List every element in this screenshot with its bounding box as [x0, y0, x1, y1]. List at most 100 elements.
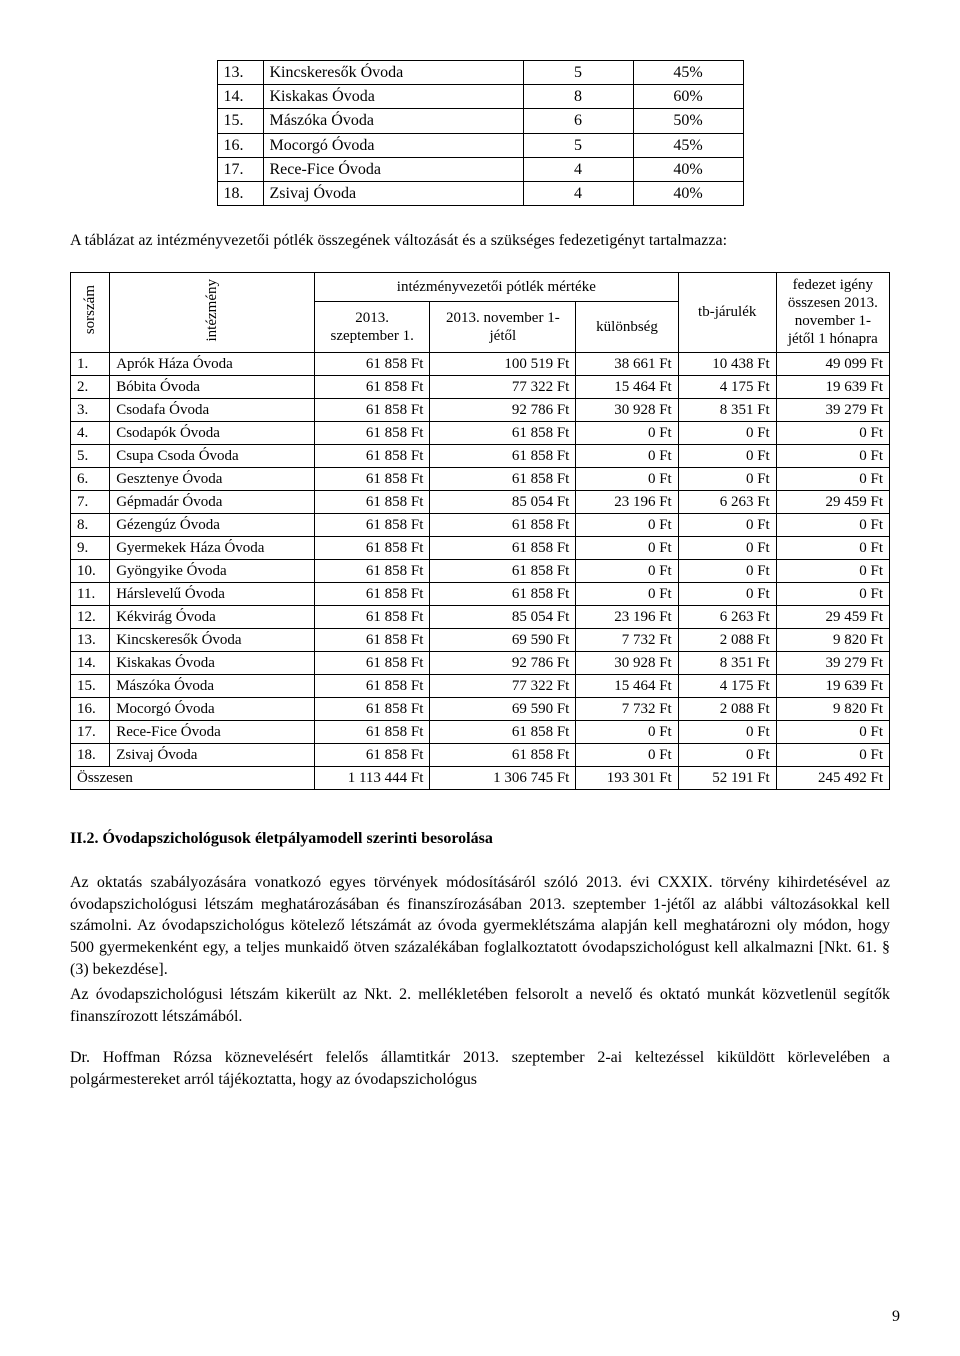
cell-c2: 61 858 Ft: [314, 698, 429, 721]
table-row: 14.Kiskakas Óvoda61 858 Ft92 786 Ft30 92…: [71, 652, 890, 675]
cell-c3: 61 858 Ft: [430, 721, 576, 744]
cell-a: 8: [523, 85, 633, 109]
cell-c4: 23 196 Ft: [576, 491, 678, 514]
table-row: 9.Gyermekek Háza Óvoda61 858 Ft61 858 Ft…: [71, 537, 890, 560]
cell-name: Rece-Fice Óvoda: [263, 157, 523, 181]
small-table-row: 15.Mászóka Óvoda650%: [217, 109, 743, 133]
cell-c5: 2 088 Ft: [678, 698, 776, 721]
cell-c4: 0 Ft: [576, 583, 678, 606]
cell-c6: 29 459 Ft: [776, 606, 889, 629]
cell-num: 5.: [71, 445, 110, 468]
cell-a: 6: [523, 109, 633, 133]
cell-name: Gesztenye Óvoda: [110, 468, 315, 491]
cell-name: Mocorgó Óvoda: [263, 133, 523, 157]
cell-num: 9.: [71, 537, 110, 560]
small-table-row: 18.Zsivaj Óvoda440%: [217, 181, 743, 205]
cell-num: 4.: [71, 422, 110, 445]
cell-c5: 0 Ft: [678, 560, 776, 583]
cell-c3: 61 858 Ft: [430, 560, 576, 583]
cell-c6: 19 639 Ft: [776, 675, 889, 698]
cell-num: 6.: [71, 468, 110, 491]
cell-b: 40%: [633, 157, 743, 181]
cell-c3: 77 322 Ft: [430, 675, 576, 698]
cell-name: Kincskeresők Óvoda: [110, 629, 315, 652]
cell-c2: 61 858 Ft: [314, 445, 429, 468]
cell-c5: 10 438 Ft: [678, 353, 776, 376]
cell-c4: 23 196 Ft: [576, 606, 678, 629]
cell-num: 15.: [71, 675, 110, 698]
cell-name: Kiskakas Óvoda: [263, 85, 523, 109]
cell-c3: 1 306 745 Ft: [430, 767, 576, 790]
cell-num: 2.: [71, 376, 110, 399]
cell-c2: 61 858 Ft: [314, 675, 429, 698]
col-intezmeny: intézmény: [110, 272, 315, 352]
table-row: 5.Csupa Csoda Óvoda61 858 Ft61 858 Ft0 F…: [71, 445, 890, 468]
cell-name: Kincskeresők Óvoda: [263, 61, 523, 85]
cell-c4: 38 661 Ft: [576, 353, 678, 376]
cell-c2: 61 858 Ft: [314, 399, 429, 422]
cell-c6: 19 639 Ft: [776, 376, 889, 399]
small-table: 13.Kincskeresők Óvoda545%14.Kiskakas Óvo…: [217, 60, 744, 206]
cell-c6: 9 820 Ft: [776, 629, 889, 652]
cell-c2: 61 858 Ft: [314, 468, 429, 491]
cell-c6: 0 Ft: [776, 422, 889, 445]
cell-b: 45%: [633, 61, 743, 85]
cell-c3: 100 519 Ft: [430, 353, 576, 376]
table-row: 7.Gépmadár Óvoda61 858 Ft85 054 Ft23 196…: [71, 491, 890, 514]
body-para-1: Az oktatás szabályozására vonatkozó egye…: [70, 872, 890, 980]
table-row: 10.Gyöngyike Óvoda61 858 Ft61 858 Ft0 Ft…: [71, 560, 890, 583]
table-row: 4.Csodapók Óvoda61 858 Ft61 858 Ft0 Ft0 …: [71, 422, 890, 445]
cell-a: 4: [523, 157, 633, 181]
cell-b: 40%: [633, 181, 743, 205]
table-row: 8.Gézengúz Óvoda61 858 Ft61 858 Ft0 Ft0 …: [71, 514, 890, 537]
cell-name: Rece-Fice Óvoda: [110, 721, 315, 744]
cell-total-label: Összesen: [71, 767, 315, 790]
cell-num: 8.: [71, 514, 110, 537]
cell-c3: 85 054 Ft: [430, 491, 576, 514]
col-mertek: intézményvezetői pótlék mértéke: [314, 272, 678, 301]
intro-paragraph: A táblázat az intézményvezetői pótlék ös…: [70, 230, 890, 252]
cell-c2: 61 858 Ft: [314, 491, 429, 514]
table-row: 12.Kékvirág Óvoda61 858 Ft85 054 Ft23 19…: [71, 606, 890, 629]
cell-num: 15.: [217, 109, 263, 133]
cell-c4: 7 732 Ft: [576, 629, 678, 652]
cell-c5: 52 191 Ft: [678, 767, 776, 790]
cell-b: 50%: [633, 109, 743, 133]
cell-c6: 39 279 Ft: [776, 399, 889, 422]
cell-num: 3.: [71, 399, 110, 422]
cell-c2: 61 858 Ft: [314, 744, 429, 767]
cell-name: Mászóka Óvoda: [263, 109, 523, 133]
cell-c5: 0 Ft: [678, 514, 776, 537]
cell-c6: 39 279 Ft: [776, 652, 889, 675]
table-row: 17.Rece-Fice Óvoda61 858 Ft61 858 Ft0 Ft…: [71, 721, 890, 744]
cell-c5: 0 Ft: [678, 468, 776, 491]
cell-c5: 2 088 Ft: [678, 629, 776, 652]
cell-name: Mászóka Óvoda: [110, 675, 315, 698]
cell-c4: 30 928 Ft: [576, 652, 678, 675]
cell-c3: 92 786 Ft: [430, 399, 576, 422]
cell-c3: 69 590 Ft: [430, 698, 576, 721]
cell-c5: 4 175 Ft: [678, 675, 776, 698]
table-row: 16.Mocorgó Óvoda61 858 Ft69 590 Ft7 732 …: [71, 698, 890, 721]
cell-c5: 0 Ft: [678, 744, 776, 767]
cell-c5: 8 351 Ft: [678, 399, 776, 422]
body-text: Az oktatás szabályozására vonatkozó egye…: [70, 872, 890, 1090]
cell-name: Kékvirág Óvoda: [110, 606, 315, 629]
cell-c4: 0 Ft: [576, 744, 678, 767]
cell-b: 60%: [633, 85, 743, 109]
cell-c2: 61 858 Ft: [314, 629, 429, 652]
cell-c6: 49 099 Ft: [776, 353, 889, 376]
col-sorszam: sorszám: [71, 272, 110, 352]
cell-num: 11.: [71, 583, 110, 606]
cell-num: 13.: [71, 629, 110, 652]
cell-c4: 0 Ft: [576, 445, 678, 468]
cell-name: Zsivaj Óvoda: [110, 744, 315, 767]
cell-c2: 61 858 Ft: [314, 376, 429, 399]
table-row: 3.Csodafa Óvoda61 858 Ft92 786 Ft30 928 …: [71, 399, 890, 422]
cell-b: 45%: [633, 133, 743, 157]
cell-c3: 61 858 Ft: [430, 514, 576, 537]
cell-num: 13.: [217, 61, 263, 85]
col-fedezet: fedezet igény összesen 2013. november 1-…: [776, 272, 889, 352]
cell-c6: 0 Ft: [776, 560, 889, 583]
cell-num: 16.: [217, 133, 263, 157]
